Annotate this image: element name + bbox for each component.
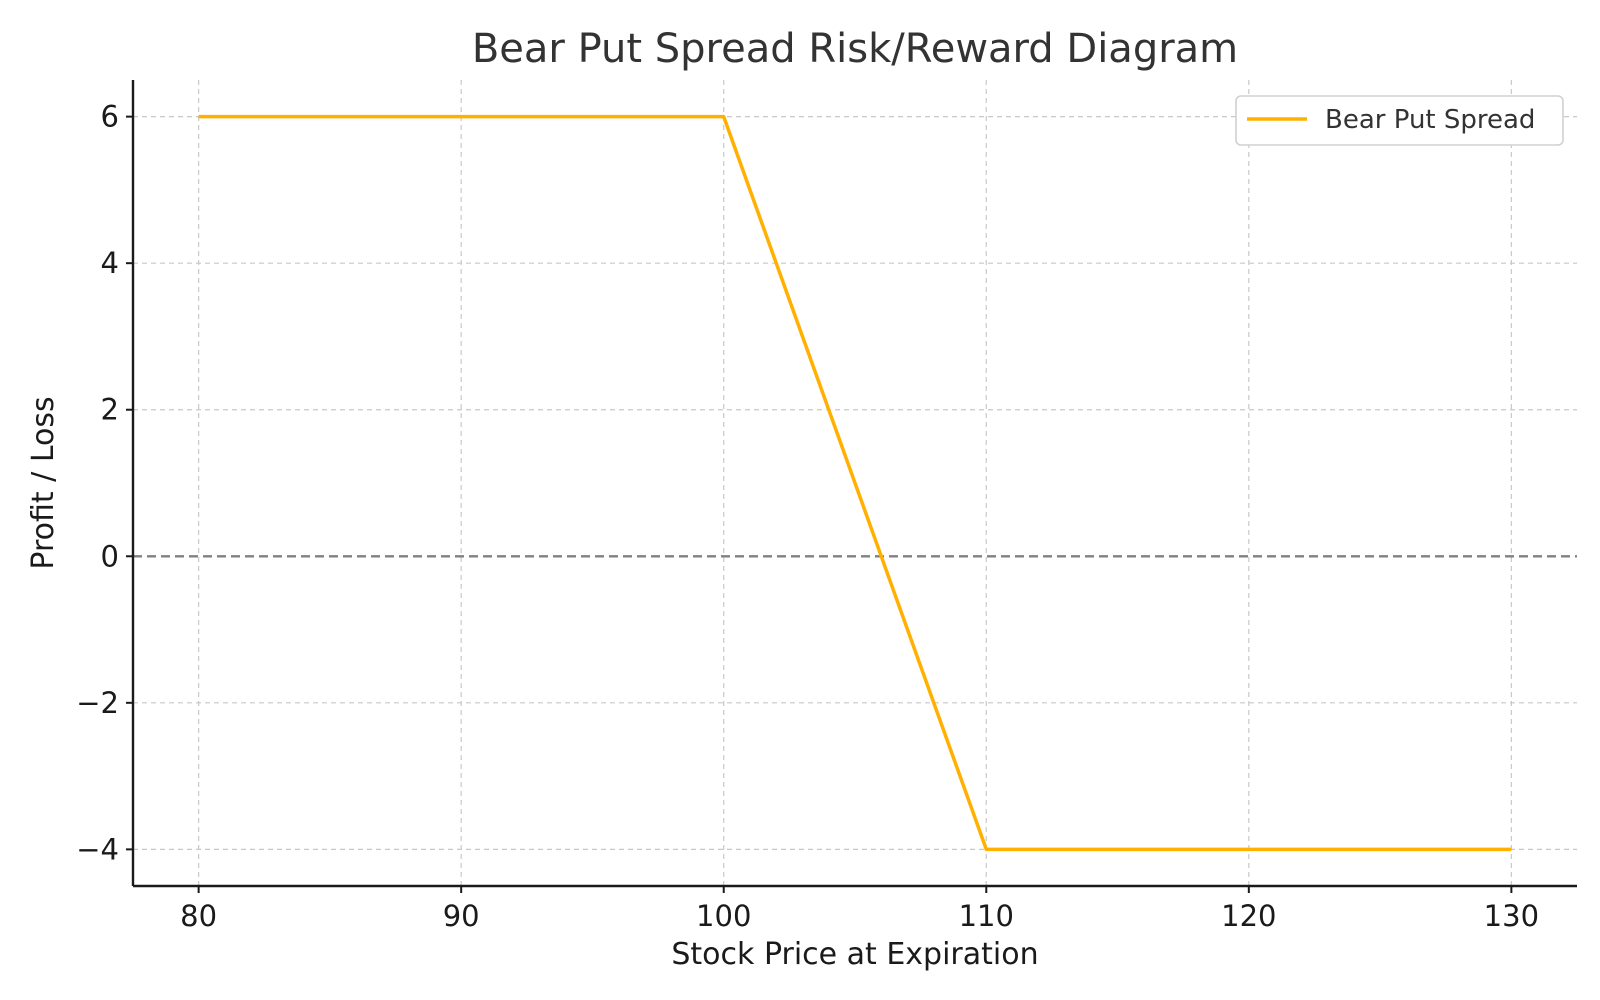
y-tick-label-0: 6 [101, 100, 119, 134]
grid-lines [133, 80, 1577, 886]
y-tick-label-4: −2 [76, 686, 119, 720]
legend: Bear Put Spread [1235, 95, 1564, 146]
legend-box [1235, 95, 1564, 146]
y-tick-label-2: 2 [101, 393, 119, 427]
x-tick-label-0: 80 [180, 899, 217, 933]
y-tick-label-1: 4 [101, 246, 119, 280]
y-axis-ticks: 6 4 2 0 −2 −4 [76, 100, 133, 866]
x-tick-label-1: 90 [443, 899, 480, 933]
x-tick-label-5: 130 [1484, 899, 1539, 933]
y-tick-label-3: 0 [101, 539, 119, 573]
series-layer [198, 114, 1512, 852]
x-tick-label-3: 110 [959, 899, 1014, 933]
x-axis-label: Stock Price at Expiration [671, 937, 1038, 972]
y-tick-label-5: −4 [76, 832, 119, 866]
series-line-0 [198, 114, 1512, 852]
x-tick-label-2: 100 [696, 899, 751, 933]
x-tick-label-4: 120 [1221, 899, 1276, 933]
legend-label: Bear Put Spread [1325, 105, 1535, 135]
chart-title: Bear Put Spread Risk/Reward Diagram [472, 26, 1238, 72]
x-axis-ticks: 80 90 100 110 120 130 [180, 886, 1539, 933]
y-axis-label: Profit / Loss [26, 396, 61, 569]
